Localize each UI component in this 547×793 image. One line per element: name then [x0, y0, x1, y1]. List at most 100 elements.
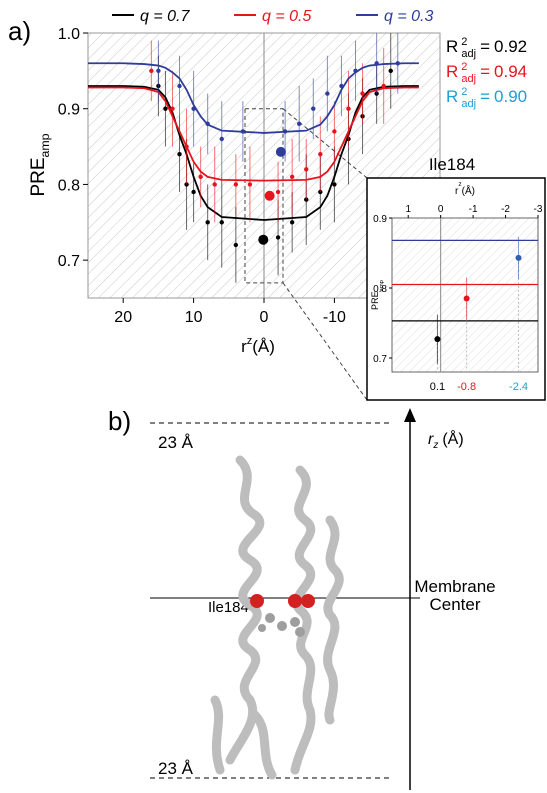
- fit-stat-sep: =: [480, 62, 490, 81]
- highlight-point: [258, 234, 269, 245]
- x-axis-label-unit: (Å): [252, 337, 275, 356]
- axis-label-text: r: [428, 431, 434, 448]
- data-point: [205, 121, 210, 127]
- data-point: [170, 106, 175, 111]
- x-tick-label: 20: [114, 309, 132, 326]
- fit-stat: R 2 adj = 0.90: [446, 86, 527, 110]
- data-point: [304, 167, 309, 172]
- inset-y-label: PREamp: [370, 280, 385, 310]
- data-point: [156, 68, 161, 74]
- inset-plot: [391, 217, 539, 373]
- data-point: [233, 182, 239, 187]
- inset-y-label-text: PRE: [370, 291, 380, 310]
- ligand: [258, 613, 305, 637]
- data-point: [325, 91, 330, 96]
- membrane-diagram: 23 Å 23 Å rz (Å) Membrane Center Ile184: [150, 408, 496, 790]
- data-point: [282, 129, 288, 134]
- data-point: [177, 151, 182, 157]
- y-tick-label: 0.8: [58, 177, 80, 194]
- inset-x-label-sup: z: [458, 181, 461, 188]
- data-point: [388, 68, 393, 74]
- residue-sphere: [288, 594, 302, 608]
- fit-stat-symbol: R: [446, 62, 458, 81]
- data-point: [240, 129, 246, 134]
- data-point: [395, 61, 400, 66]
- data-point: [332, 129, 337, 134]
- y-axis-label: PREamp: [28, 133, 52, 196]
- data-point: [360, 91, 365, 96]
- x-tick-label: 0: [260, 309, 269, 326]
- fit-value: 0.94: [494, 62, 527, 81]
- data-point: [332, 182, 337, 187]
- data-point: [191, 189, 196, 195]
- x-tick-label: -3: [534, 204, 543, 215]
- legend-label: q = 0.3: [384, 8, 433, 25]
- data-point: [149, 68, 154, 74]
- data-point: [275, 235, 281, 240]
- fit-stat-sup: 2: [461, 61, 467, 73]
- boundary-label: 23 Å: [158, 759, 194, 778]
- y-tick-label: 0.9: [373, 214, 387, 225]
- y-tick-label: 0.7: [373, 354, 387, 365]
- legend-label: q = 0.7: [140, 8, 190, 25]
- fit-stat: R 2 adj = 0.94: [446, 61, 527, 85]
- data-point: [311, 106, 316, 111]
- data-point: [247, 182, 253, 187]
- inset-y-label-sub: amp: [379, 280, 385, 291]
- data-point: [198, 174, 203, 180]
- data-point: [184, 144, 189, 149]
- x-axis-label-text: r: [241, 337, 247, 356]
- data-point: [339, 83, 344, 89]
- arrow-head: [404, 408, 416, 422]
- inset-x-label-unit: (Å): [462, 184, 475, 197]
- point-x-label: 0.1: [430, 381, 445, 393]
- data-point: [219, 136, 224, 142]
- data-point: [381, 83, 386, 89]
- fit-stat-sup: 2: [461, 86, 467, 98]
- panel-label: a): [8, 16, 31, 46]
- x-axis-label-sup: z: [247, 335, 253, 347]
- data-point: [353, 68, 358, 74]
- fit-stat-sup: 2: [461, 36, 467, 48]
- data-point: [318, 151, 323, 157]
- zoom-box: [244, 108, 284, 284]
- point-x-label: -0.8: [457, 381, 476, 393]
- data-point: [515, 254, 522, 261]
- y-tick-label: 0.8: [373, 284, 387, 295]
- fit-line: [88, 62, 419, 134]
- data-point: [219, 220, 224, 225]
- highlight-point: [264, 190, 275, 201]
- data-point: [374, 61, 379, 66]
- y-axis-label-sub: amp: [38, 133, 52, 157]
- y-tick-label: 0.9: [58, 102, 80, 119]
- highlight-point: [275, 146, 286, 157]
- x-tick-label: -2: [501, 204, 510, 215]
- inset-x-label: rz(Å): [455, 181, 475, 197]
- fit-stat-sep: =: [480, 87, 490, 106]
- y-tick-label: 1.0: [58, 26, 80, 43]
- residue-sphere: [250, 594, 264, 608]
- data-point: [233, 242, 239, 248]
- x-tick-label: 0: [438, 204, 444, 215]
- data-point: [163, 106, 168, 111]
- data-point: [434, 336, 441, 343]
- fit-stat-sub: adj: [461, 98, 476, 110]
- axis-label: rz (Å): [428, 429, 464, 451]
- data-point: [346, 106, 351, 111]
- fit-stat: R 2 adj = 0.92: [446, 36, 527, 60]
- fit-stat-sub: adj: [461, 73, 476, 85]
- fit-value: 0.92: [494, 37, 527, 56]
- fit-stat-symbol: R: [446, 37, 458, 56]
- data-point: [177, 83, 182, 89]
- data-point: [205, 220, 210, 225]
- data-point: [212, 182, 217, 187]
- data-point: [297, 121, 302, 127]
- x-axis-label: rz(Å): [241, 335, 275, 356]
- data-point: [289, 220, 295, 225]
- data-point: [191, 106, 196, 111]
- center-label: Center: [429, 595, 480, 614]
- fit-value: 0.90: [494, 87, 527, 106]
- x-tick-label: 1: [405, 204, 411, 215]
- inset-x-label-text: r: [455, 186, 459, 197]
